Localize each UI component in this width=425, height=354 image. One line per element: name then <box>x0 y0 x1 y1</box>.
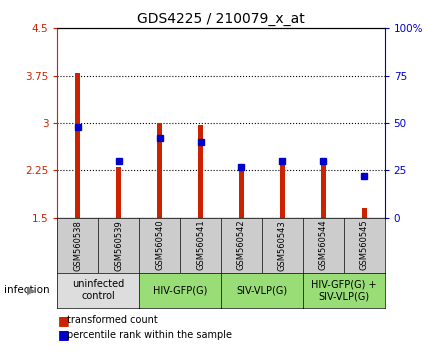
Bar <box>116 167 121 218</box>
Text: GSM560538: GSM560538 <box>74 220 82 270</box>
Text: GSM560541: GSM560541 <box>196 220 205 270</box>
Bar <box>198 125 203 218</box>
Text: GSM560542: GSM560542 <box>237 220 246 270</box>
Text: infection: infection <box>4 285 50 295</box>
Text: SIV-VLP(G): SIV-VLP(G) <box>236 285 287 295</box>
Text: ■: ■ <box>57 328 69 341</box>
Text: uninfected
control: uninfected control <box>72 279 125 301</box>
Text: transformed count: transformed count <box>67 315 158 325</box>
Text: GSM560539: GSM560539 <box>114 220 123 270</box>
Text: ▶: ▶ <box>27 285 35 295</box>
Title: GDS4225 / 210079_x_at: GDS4225 / 210079_x_at <box>137 12 305 26</box>
Text: GSM560545: GSM560545 <box>360 220 368 270</box>
Text: HIV-GFP(G): HIV-GFP(G) <box>153 285 207 295</box>
Bar <box>75 73 80 218</box>
Bar <box>280 162 285 218</box>
Bar <box>157 123 162 218</box>
Text: HIV-GFP(G) +
SIV-VLP(G): HIV-GFP(G) + SIV-VLP(G) <box>311 279 377 301</box>
Text: percentile rank within the sample: percentile rank within the sample <box>67 330 232 339</box>
Bar <box>362 208 367 218</box>
Text: GSM560540: GSM560540 <box>155 220 164 270</box>
Text: GSM560543: GSM560543 <box>278 220 287 270</box>
Text: ■: ■ <box>57 314 69 327</box>
Bar <box>321 161 326 218</box>
Text: GSM560544: GSM560544 <box>319 220 328 270</box>
Bar <box>239 170 244 218</box>
